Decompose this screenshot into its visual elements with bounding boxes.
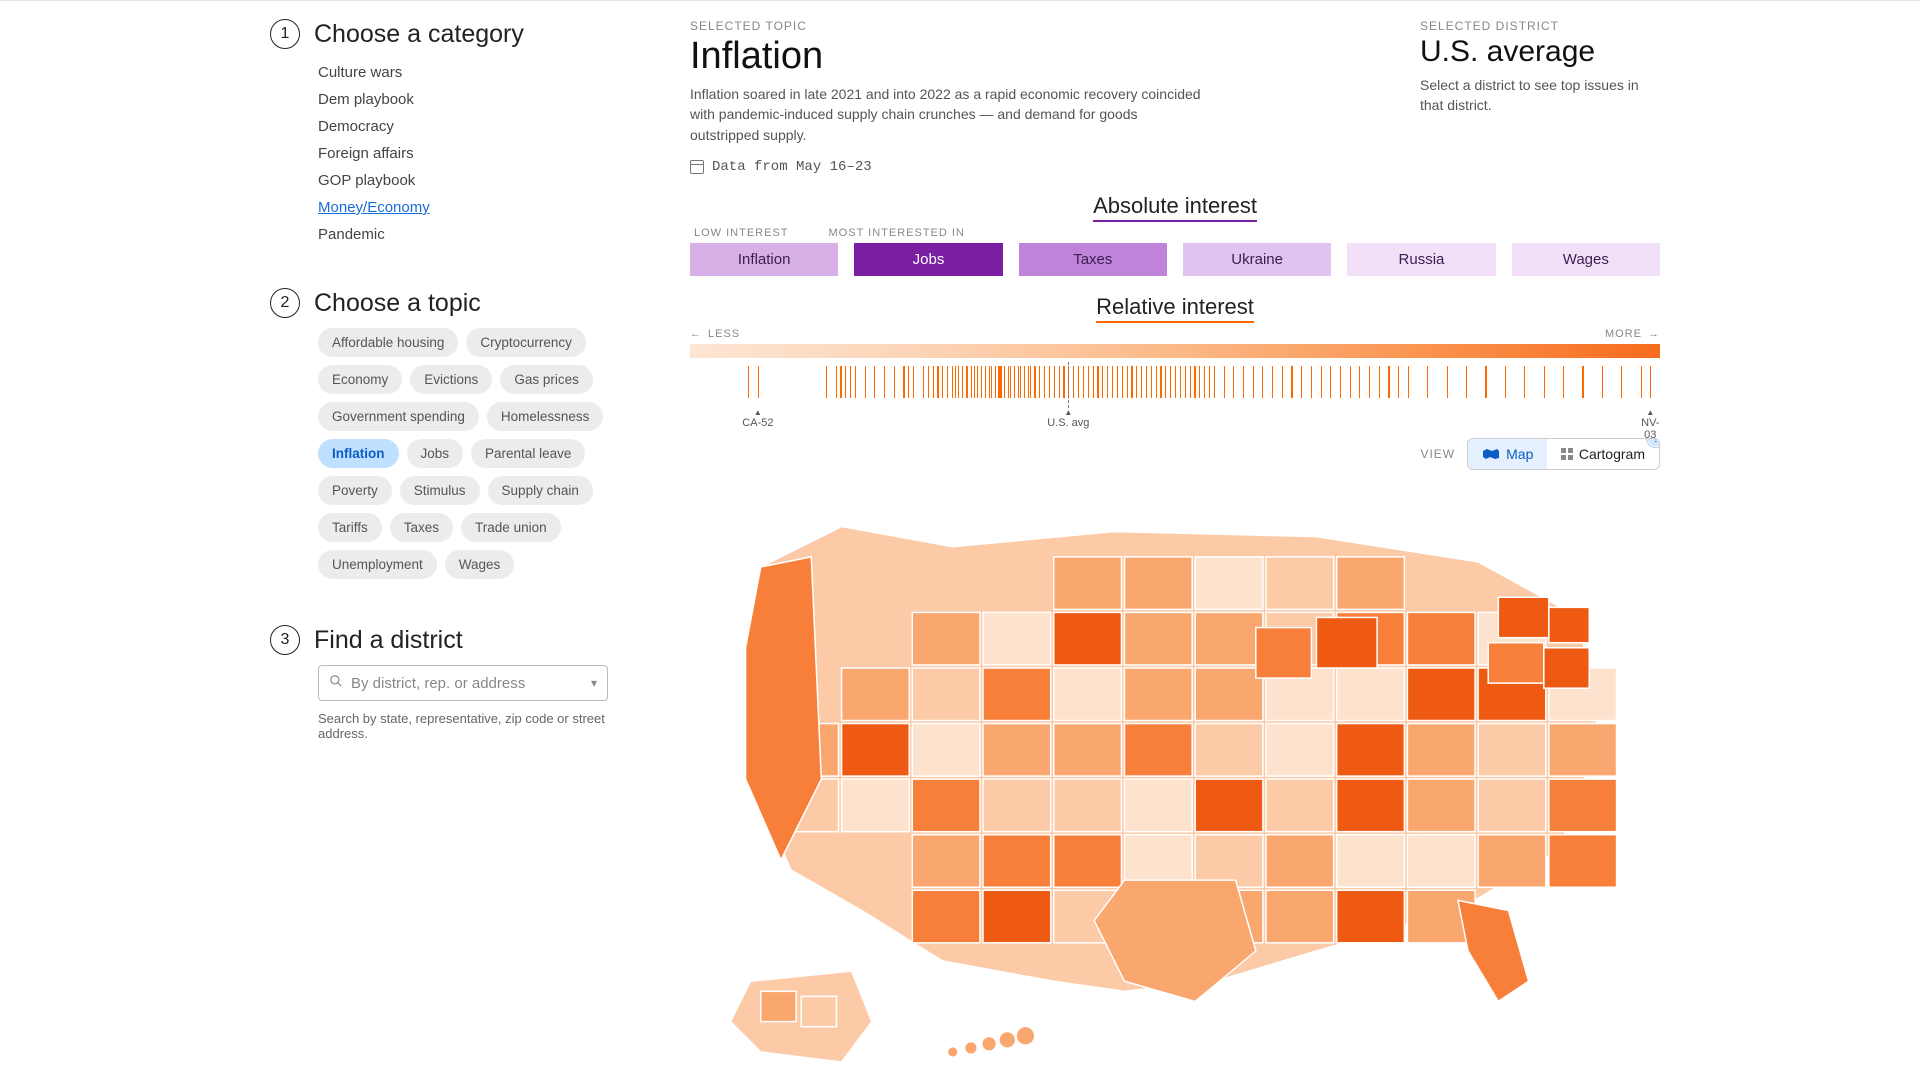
topic-pill[interactable]: Inflation — [318, 439, 399, 468]
absolute-bar[interactable]: Wages — [1512, 243, 1660, 276]
abs-label-low: LOW INTEREST — [694, 227, 789, 239]
district-eyebrow: SELECTED DISTRICT — [1420, 19, 1660, 33]
step-1-header: 1 Choose a category — [270, 19, 630, 49]
search-help-text: Search by state, representative, zip cod… — [318, 711, 608, 741]
topic-pill[interactable]: Trade union — [461, 513, 561, 542]
abs-label-high: MOST INTERESTED IN — [829, 227, 965, 239]
step-1-number: 1 — [270, 19, 300, 49]
category-item[interactable]: Money/Economy — [318, 194, 630, 221]
data-date-row: Data from May 16–23 — [690, 159, 1360, 175]
category-item[interactable]: Culture wars — [318, 59, 630, 86]
view-toggle: Map Cartogram ? — [1467, 438, 1660, 470]
category-item[interactable]: Pandemic — [318, 221, 630, 248]
relative-gradient — [690, 344, 1660, 358]
view-cartogram-button[interactable]: Cartogram — [1547, 439, 1659, 469]
absolute-bar[interactable]: Taxes — [1019, 243, 1167, 276]
chevron-down-icon: ▾ — [591, 676, 597, 690]
topic-pill-list: Affordable housing Cryptocurrency Economy E… — [270, 328, 630, 579]
topic-pill[interactable]: Wages — [445, 550, 515, 579]
category-list: Culture warsDem playbookDemocracyForeign… — [270, 59, 630, 248]
topic-description: Inflation soared in late 2021 and into 2… — [690, 84, 1210, 145]
topic-pill[interactable]: Stimulus — [400, 476, 480, 505]
us-choropleth-map[interactable] — [690, 476, 1660, 1082]
step-1-title: Choose a category — [314, 20, 524, 49]
absolute-bar[interactable]: Russia — [1347, 243, 1495, 276]
category-item[interactable]: Democracy — [318, 113, 630, 140]
district-description: Select a district to see top issues in t… — [1420, 75, 1660, 116]
topic-pill[interactable]: Evictions — [410, 365, 492, 394]
step-3-title: Find a district — [314, 626, 463, 655]
topic-eyebrow: SELECTED TOPIC — [690, 19, 1360, 33]
absolute-bar[interactable]: Jobs — [854, 243, 1002, 276]
topic-pill[interactable]: Homelessness — [487, 402, 604, 431]
view-cartogram-label: Cartogram — [1579, 446, 1645, 462]
topic-pill[interactable]: Tariffs — [318, 513, 382, 542]
view-map-label: Map — [1506, 446, 1533, 462]
topic-title: Inflation — [690, 35, 1360, 78]
step-2-number: 2 — [270, 288, 300, 318]
relative-barcode — [690, 362, 1660, 408]
search-placeholder: By district, rep. or address — [351, 675, 525, 692]
category-item[interactable]: Dem playbook — [318, 86, 630, 113]
data-date-text: Data from May 16–23 — [712, 159, 872, 175]
absolute-interest-heading: Absolute interest — [690, 193, 1660, 219]
district-title: U.S. average — [1420, 35, 1660, 69]
step-2-header: 2 Choose a topic — [270, 288, 630, 318]
topic-pill[interactable]: Supply chain — [488, 476, 593, 505]
view-map-button[interactable]: Map — [1468, 439, 1547, 469]
topic-pill[interactable]: Parental leave — [471, 439, 585, 468]
absolute-interest-bars: Inflation Jobs Taxes Ukraine Russia Wages — [690, 243, 1660, 276]
step-2-title: Choose a topic — [314, 289, 481, 318]
topic-pill[interactable]: Affordable housing — [318, 328, 458, 357]
relative-markers: CA-52U.S. avgNV-03 — [690, 408, 1660, 432]
topic-pill[interactable]: Jobs — [407, 439, 464, 468]
map-icon — [1482, 448, 1500, 460]
calendar-icon — [690, 160, 704, 174]
absolute-bar[interactable]: Inflation — [690, 243, 838, 276]
topic-pill[interactable]: Poverty — [318, 476, 392, 505]
topic-pill[interactable]: Cryptocurrency — [466, 328, 586, 357]
relative-marker: CA-52 — [742, 408, 773, 429]
topic-pill[interactable]: Unemployment — [318, 550, 437, 579]
absolute-bar[interactable]: Ukraine — [1183, 243, 1331, 276]
rel-label-less: LESS — [690, 328, 740, 340]
topic-pill[interactable]: Gas prices — [500, 365, 593, 394]
topic-pill[interactable]: Taxes — [390, 513, 453, 542]
topic-pill[interactable]: Government spending — [318, 402, 479, 431]
step-3-number: 3 — [270, 625, 300, 655]
category-item[interactable]: GOP playbook — [318, 167, 630, 194]
view-label: VIEW — [1420, 447, 1455, 461]
relative-marker: NV-03 — [1641, 408, 1659, 441]
step-3-header: 3 Find a district — [270, 625, 630, 655]
district-search-input[interactable]: By district, rep. or address ▾ — [318, 665, 608, 701]
grid-icon — [1561, 448, 1573, 460]
category-item[interactable]: Foreign affairs — [318, 140, 630, 167]
relative-marker: U.S. avg — [1047, 408, 1089, 429]
search-icon — [329, 674, 343, 692]
relative-interest-heading: Relative interest — [690, 294, 1660, 320]
topic-pill[interactable]: Economy — [318, 365, 402, 394]
rel-label-more: MORE — [1605, 328, 1660, 340]
